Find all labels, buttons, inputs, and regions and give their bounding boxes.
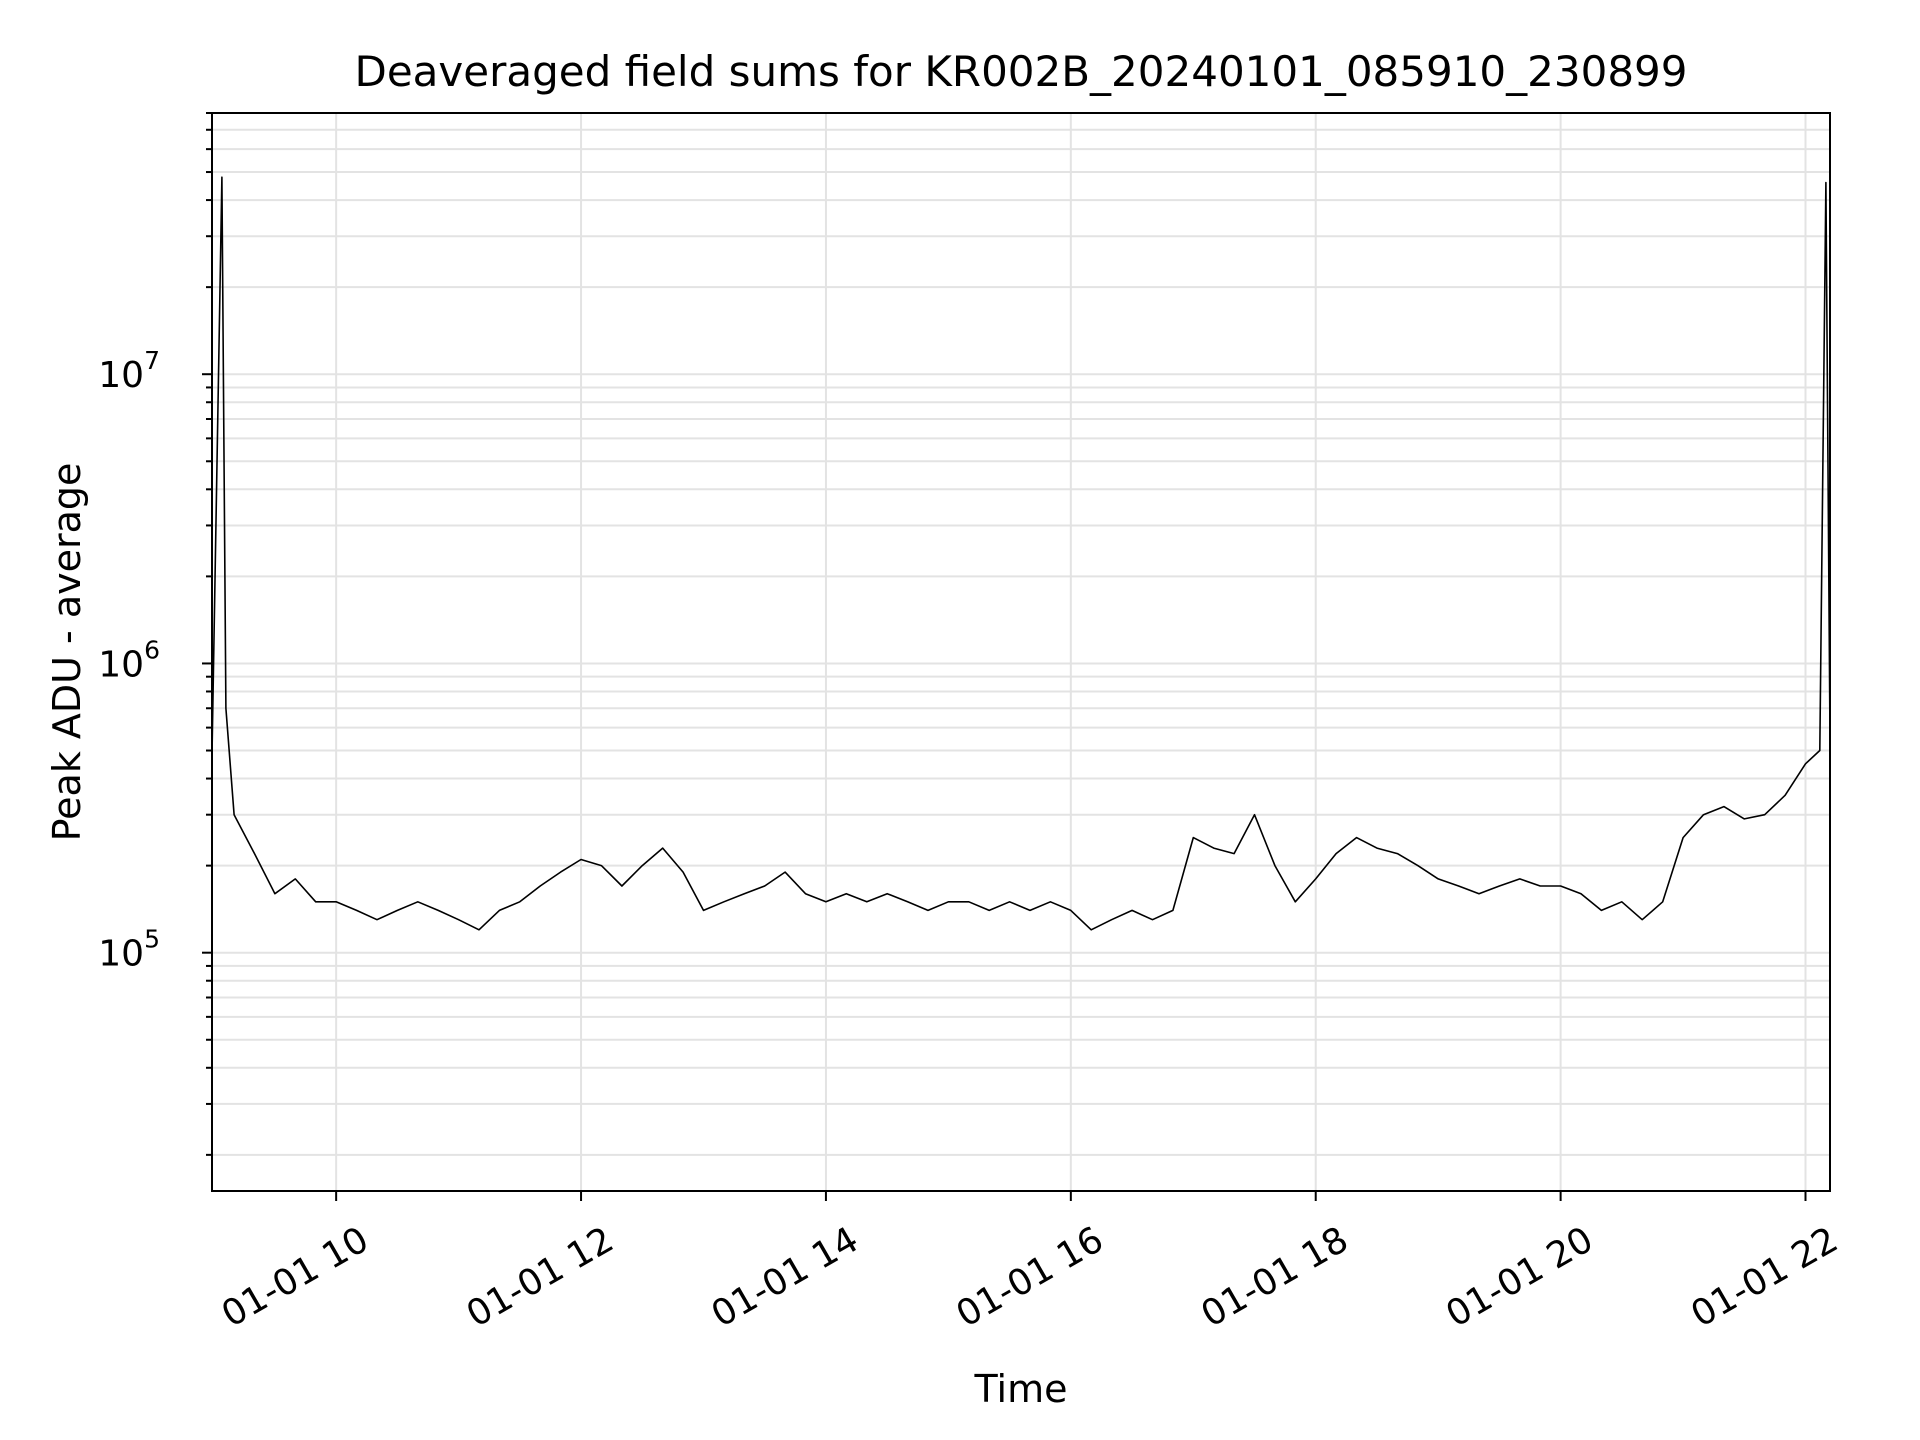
y-tick-label: 106: [98, 635, 160, 685]
y-tick-label: 105: [98, 925, 160, 975]
y-tick-label: 107: [98, 346, 160, 396]
y-axis-ticks: 105 106 107: [98, 112, 212, 1156]
series-line: [212, 176, 1830, 931]
grid-lines: [212, 112, 1830, 1191]
x-axis-label: Time: [974, 1367, 1068, 1411]
chart-title: Deaveraged field sums for KR002B_2024010…: [355, 47, 1688, 96]
axes-frame: [211, 112, 1831, 1192]
y-axis-label: Peak ADU - average: [45, 463, 89, 842]
plot-area: [212, 176, 1830, 931]
